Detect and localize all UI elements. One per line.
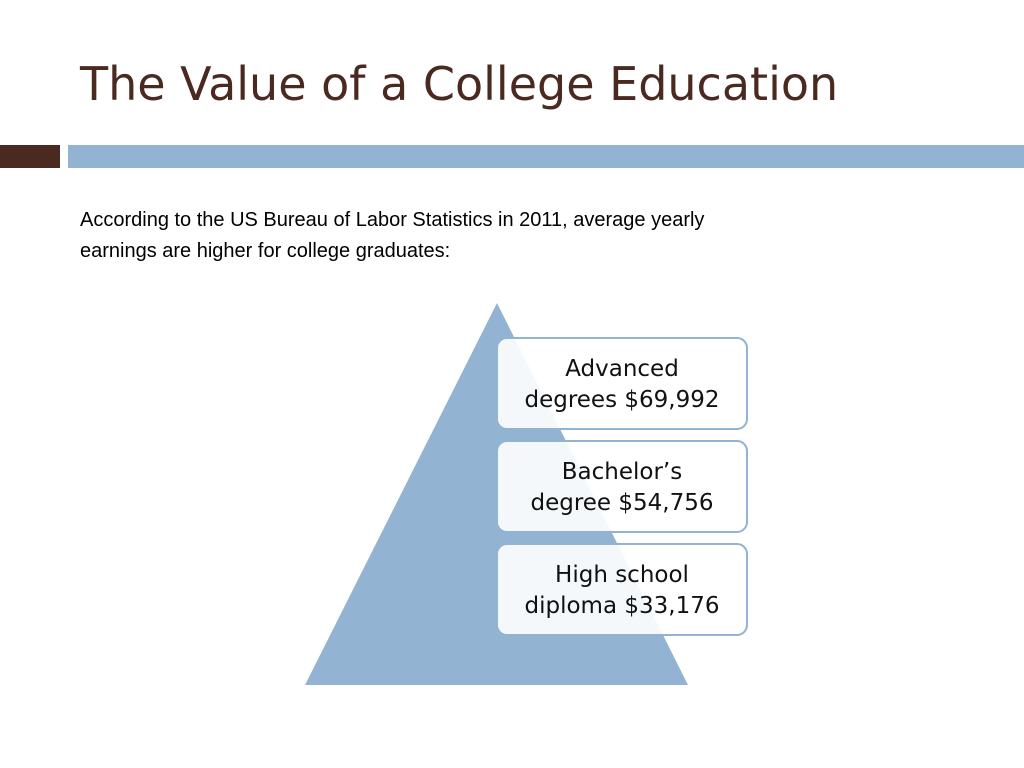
pyramid-items: Advanced degrees $69,992 Bachelor’s degree … xyxy=(496,337,748,636)
pyramid-box xyxy=(496,440,748,533)
pyramid-label: High school xyxy=(555,562,689,588)
pyramid-label: Bachelor’s xyxy=(562,459,682,485)
pyramid-label: diploma $33,176 xyxy=(525,593,720,619)
divider-bar xyxy=(68,145,1024,168)
pyramid-box xyxy=(496,543,748,636)
pyramid-label: degree $54,756 xyxy=(530,490,713,516)
body-text: earnings are higher for college graduate… xyxy=(80,240,450,262)
pyramid-label: Advanced xyxy=(565,356,679,382)
slide-title: The Value of a College Education xyxy=(79,57,838,111)
pyramid-box xyxy=(496,337,748,430)
accent-bar xyxy=(0,145,60,168)
pyramid-label: degrees $69,992 xyxy=(524,387,719,413)
body-text: According to the US Bureau of Labor Stat… xyxy=(80,209,704,231)
